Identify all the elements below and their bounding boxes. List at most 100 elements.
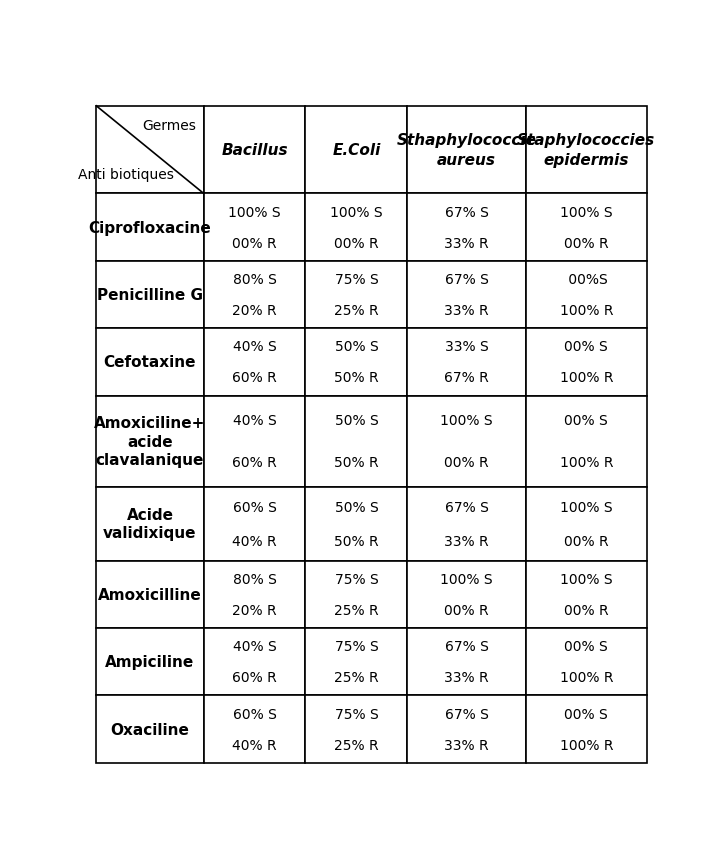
Text: 100% R: 100% R	[560, 371, 613, 385]
Text: 100% S: 100% S	[330, 205, 383, 220]
Text: 00% S: 00% S	[565, 640, 608, 653]
Text: 60% S: 60% S	[233, 500, 276, 514]
Text: Oxaciline: Oxaciline	[110, 722, 189, 737]
Bar	[96, 629, 204, 696]
Text: 25% R: 25% R	[334, 671, 378, 684]
Text: 100% S: 100% S	[440, 413, 493, 428]
Text: 33% S: 33% S	[444, 340, 489, 354]
Bar	[96, 194, 204, 262]
Bar	[526, 561, 647, 629]
Text: 40% S: 40% S	[233, 340, 276, 354]
Bar	[305, 194, 407, 262]
Text: Amoxiciline+
acide
clavalanique: Amoxiciline+ acide clavalanique	[94, 416, 206, 468]
Bar	[526, 696, 647, 763]
Text: 33% R: 33% R	[444, 304, 489, 318]
Text: 75% S: 75% S	[334, 640, 378, 653]
Text: Sthaphylococcie
aureus: Sthaphylococcie aureus	[397, 133, 536, 168]
Text: 50% S: 50% S	[334, 340, 378, 354]
Text: Cefotaxine: Cefotaxine	[104, 355, 196, 370]
Bar	[407, 262, 526, 329]
Bar	[204, 262, 305, 329]
Text: 40% S: 40% S	[233, 413, 276, 428]
Text: 33% R: 33% R	[444, 671, 489, 684]
Bar	[526, 194, 647, 262]
Bar	[305, 262, 407, 329]
Bar	[305, 329, 407, 396]
Text: 60% S: 60% S	[233, 707, 276, 721]
Bar	[407, 396, 526, 487]
Bar	[305, 629, 407, 696]
Text: 33% R: 33% R	[444, 534, 489, 548]
Text: 67% S: 67% S	[444, 707, 489, 721]
Text: 50% S: 50% S	[334, 500, 378, 514]
Text: 50% R: 50% R	[334, 371, 378, 385]
Bar	[305, 107, 407, 194]
Bar	[407, 107, 526, 194]
Bar	[204, 194, 305, 262]
Text: 25% R: 25% R	[334, 604, 378, 617]
Text: Ampiciline: Ampiciline	[105, 654, 194, 670]
Text: 100% S: 100% S	[228, 205, 281, 220]
Bar	[407, 696, 526, 763]
Text: 60% R: 60% R	[232, 671, 277, 684]
Text: 50% S: 50% S	[334, 413, 378, 428]
Bar	[526, 262, 647, 329]
Text: 100% S: 100% S	[560, 500, 613, 514]
Text: 67% S: 67% S	[444, 500, 489, 514]
Text: 50% R: 50% R	[334, 455, 378, 469]
Bar	[526, 629, 647, 696]
Text: 25% R: 25% R	[334, 304, 378, 318]
Bar	[305, 487, 407, 561]
Text: 75% S: 75% S	[334, 573, 378, 586]
Text: 40% S: 40% S	[233, 640, 276, 653]
Bar	[204, 629, 305, 696]
Text: 00% S: 00% S	[565, 340, 608, 354]
Text: 00% R: 00% R	[564, 534, 608, 548]
Text: 100% S: 100% S	[560, 573, 613, 586]
Text: Bacillus: Bacillus	[221, 143, 288, 158]
Text: 25% R: 25% R	[334, 738, 378, 752]
Text: 67% S: 67% S	[444, 640, 489, 653]
Text: Ciprofloxacine: Ciprofloxacine	[88, 220, 211, 235]
Text: 75% S: 75% S	[334, 273, 378, 287]
Text: E.Coli: E.Coli	[332, 143, 381, 158]
Text: 75% S: 75% S	[334, 707, 378, 721]
Bar	[407, 487, 526, 561]
Bar	[96, 487, 204, 561]
Text: 67% S: 67% S	[444, 273, 489, 287]
Bar	[204, 329, 305, 396]
Bar	[96, 262, 204, 329]
Text: 00% S: 00% S	[565, 707, 608, 721]
Text: 40% R: 40% R	[232, 534, 277, 548]
Text: 100% R: 100% R	[560, 671, 613, 684]
Text: 67% R: 67% R	[444, 371, 489, 385]
Text: 00% R: 00% R	[564, 604, 608, 617]
Text: 60% R: 60% R	[232, 455, 277, 469]
Text: 33% R: 33% R	[444, 236, 489, 251]
Bar	[96, 561, 204, 629]
Bar	[96, 396, 204, 487]
Text: 20% R: 20% R	[232, 304, 277, 318]
Text: 33% R: 33% R	[444, 738, 489, 752]
Bar	[96, 107, 204, 194]
Text: 50% R: 50% R	[334, 534, 378, 548]
Bar	[305, 561, 407, 629]
Text: 100% R: 100% R	[560, 304, 613, 318]
Text: Germes: Germes	[142, 119, 196, 133]
Text: 40% R: 40% R	[232, 738, 277, 752]
Text: 67% S: 67% S	[444, 205, 489, 220]
Bar	[526, 329, 647, 396]
Text: 100% S: 100% S	[560, 205, 613, 220]
Text: 20% R: 20% R	[232, 604, 277, 617]
Text: 00% R: 00% R	[444, 455, 489, 469]
Bar	[204, 561, 305, 629]
Text: Penicilline G: Penicilline G	[97, 288, 203, 302]
Bar	[305, 696, 407, 763]
Text: Staphylococcies
epidermis: Staphylococcies epidermis	[517, 133, 655, 168]
Text: 100% S: 100% S	[440, 573, 493, 586]
Text: Acide
validixique: Acide validixique	[103, 507, 196, 541]
Text: 00% R: 00% R	[564, 236, 608, 251]
Text: 00% R: 00% R	[444, 604, 489, 617]
Bar	[204, 487, 305, 561]
Text: 80% S: 80% S	[233, 573, 276, 586]
